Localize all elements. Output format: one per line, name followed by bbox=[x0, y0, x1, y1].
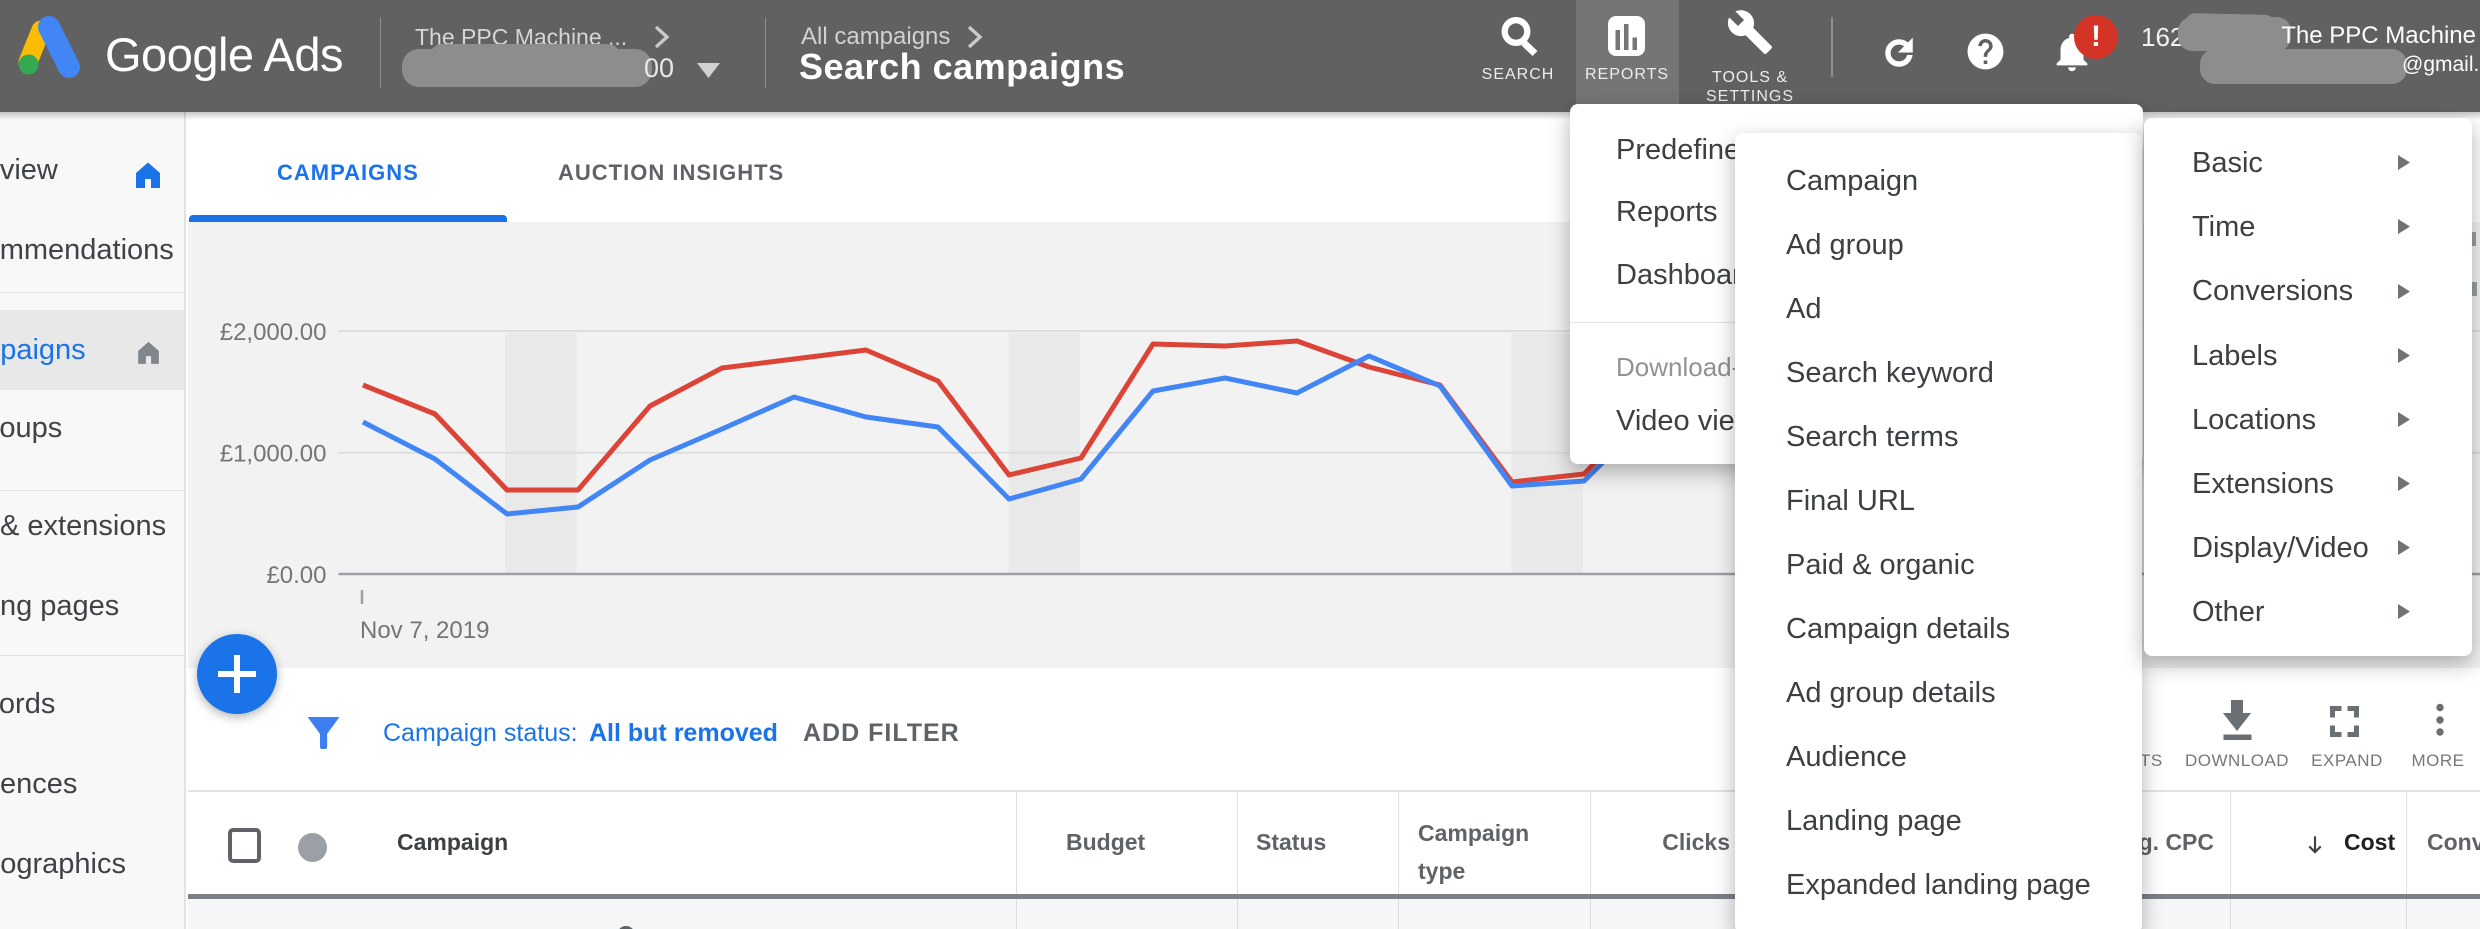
svg-text:£2,000.00: £2,000.00 bbox=[220, 319, 327, 346]
svg-text:£0.00: £0.00 bbox=[266, 562, 326, 589]
svg-text:Nov 7, 2019: Nov 7, 2019 bbox=[360, 617, 489, 644]
svg-text:£1,000.00: £1,000.00 bbox=[220, 441, 327, 468]
